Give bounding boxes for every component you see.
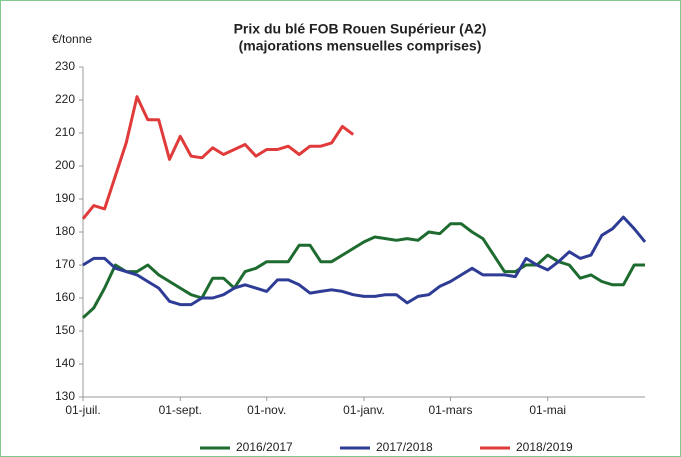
x-tick-label: 01-mai xyxy=(529,403,566,417)
x-tick-label: 01-juil. xyxy=(65,403,100,417)
line-series xyxy=(81,95,355,220)
legend-label: 2017/2018 xyxy=(376,440,433,454)
y-tick-label: 180 xyxy=(55,224,75,238)
line-series xyxy=(81,222,645,319)
line-series xyxy=(82,215,647,307)
legend-label: 2016/2017 xyxy=(236,440,293,454)
y-tick-label: 140 xyxy=(55,356,75,370)
y-tick-label: 150 xyxy=(55,323,75,337)
y-tick-label: 230 xyxy=(55,59,75,73)
y-axis-label: €/tonne xyxy=(52,32,92,46)
y-tick-label: 160 xyxy=(55,290,75,304)
x-tick-label: 01-janv. xyxy=(343,403,385,417)
y-tick-label: 130 xyxy=(55,389,75,403)
chart-title: Prix du blé FOB Rouen Supérieur (A2) xyxy=(234,21,487,37)
y-tick-label: 200 xyxy=(55,158,75,172)
legend-label: 2018/2019 xyxy=(516,440,573,454)
x-tick-label: 01-mars xyxy=(428,403,472,417)
y-tick-label: 220 xyxy=(55,92,75,106)
y-tick-label: 210 xyxy=(55,125,75,139)
chart-subtitle: (majorations mensuelles comprises) xyxy=(239,38,482,54)
x-tick-label: 01-nov. xyxy=(247,403,286,417)
y-tick-label: 170 xyxy=(55,257,75,271)
x-tick-label: 01-sept. xyxy=(159,403,202,417)
y-tick-label: 190 xyxy=(55,191,75,205)
